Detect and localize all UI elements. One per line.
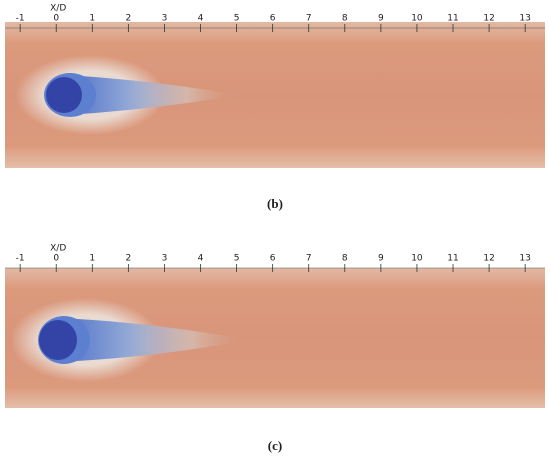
- tick-label: 12: [483, 254, 494, 264]
- wake: [66, 75, 240, 115]
- tick-label: 6: [270, 254, 276, 264]
- tick-label: -1: [16, 254, 25, 264]
- tick-label: 7: [306, 14, 312, 24]
- axis-label: X/D: [50, 244, 66, 254]
- tick-label: 0: [53, 254, 59, 264]
- tick-label: 10: [411, 254, 423, 264]
- tick-label: 3: [162, 254, 168, 264]
- tick-label: 3: [162, 14, 168, 24]
- tick-label: 10: [411, 14, 423, 24]
- tick-label: 1: [89, 254, 95, 264]
- tick-label: 2: [125, 14, 131, 24]
- tick-label: -1: [16, 14, 25, 24]
- axis-label: X/D: [50, 4, 66, 14]
- tick-label: 8: [342, 254, 348, 264]
- panel-c: [5, 268, 545, 408]
- tick-label: 9: [378, 14, 384, 24]
- tick-label: 13: [519, 14, 530, 24]
- tick-label: 2: [125, 254, 131, 264]
- caption: (c): [268, 438, 282, 453]
- tick-label: 5: [234, 254, 240, 264]
- tick-label: 1: [89, 14, 95, 24]
- wake: [58, 318, 250, 362]
- cylinder: [39, 320, 77, 360]
- tick-label: 13: [519, 254, 530, 264]
- tick-label: 4: [198, 14, 204, 24]
- tick-label: 12: [483, 14, 494, 24]
- tick-label: 11: [447, 254, 458, 264]
- tick-label: 4: [198, 254, 204, 264]
- tick-label: 11: [447, 14, 458, 24]
- tick-label: 8: [342, 14, 348, 24]
- tick-label: 6: [270, 14, 276, 24]
- tick-label: 9: [378, 254, 384, 264]
- tick-label: 0: [53, 14, 59, 24]
- panel-b: [5, 22, 545, 168]
- caption: (b): [267, 196, 283, 211]
- cylinder: [46, 77, 82, 113]
- tick-label: 7: [306, 254, 312, 264]
- tick-label: 5: [234, 14, 240, 24]
